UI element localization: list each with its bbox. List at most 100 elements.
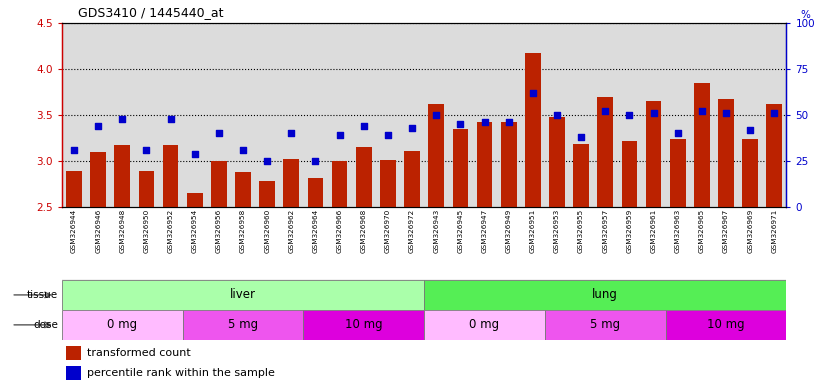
Point xyxy=(236,147,249,153)
Point xyxy=(116,116,129,122)
Text: 5 mg: 5 mg xyxy=(228,318,258,331)
Bar xyxy=(549,117,565,207)
Text: GSM326960: GSM326960 xyxy=(264,209,270,253)
Text: GSM326958: GSM326958 xyxy=(240,209,246,253)
Text: GSM326971: GSM326971 xyxy=(771,209,777,253)
Bar xyxy=(501,122,516,207)
Bar xyxy=(404,151,420,207)
Bar xyxy=(163,146,178,207)
Text: 10 mg: 10 mg xyxy=(707,318,745,331)
Point xyxy=(92,123,105,129)
Text: GSM326962: GSM326962 xyxy=(288,209,294,253)
Point xyxy=(575,134,588,140)
Point xyxy=(502,119,515,126)
Point xyxy=(309,158,322,164)
Text: transformed count: transformed count xyxy=(87,348,191,358)
Text: GSM326956: GSM326956 xyxy=(216,209,222,253)
Bar xyxy=(139,171,154,207)
Text: GSM326966: GSM326966 xyxy=(337,209,343,253)
Bar xyxy=(303,310,425,340)
Text: GSM326946: GSM326946 xyxy=(95,209,101,253)
Bar xyxy=(356,147,372,207)
Point xyxy=(671,130,684,136)
Bar xyxy=(718,99,733,207)
Text: GDS3410 / 1445440_at: GDS3410 / 1445440_at xyxy=(78,6,224,19)
Bar xyxy=(573,144,589,207)
Point xyxy=(382,132,395,138)
Bar xyxy=(545,310,666,340)
Bar xyxy=(259,181,275,207)
Bar xyxy=(646,101,662,207)
Bar xyxy=(62,280,425,310)
Text: 0 mg: 0 mg xyxy=(469,318,500,331)
Bar xyxy=(767,104,782,207)
Text: GSM326963: GSM326963 xyxy=(675,209,681,253)
Text: GSM326953: GSM326953 xyxy=(554,209,560,253)
Bar xyxy=(66,171,82,207)
Bar xyxy=(307,177,323,207)
Text: GSM326959: GSM326959 xyxy=(626,209,633,253)
Text: GSM326944: GSM326944 xyxy=(71,209,77,253)
Text: percentile rank within the sample: percentile rank within the sample xyxy=(87,368,274,378)
Bar xyxy=(115,146,131,207)
Point xyxy=(743,127,757,133)
Bar xyxy=(694,83,710,207)
Point xyxy=(68,147,81,153)
Bar xyxy=(283,159,299,207)
Point xyxy=(526,90,539,96)
Bar xyxy=(597,97,613,207)
Text: GSM326955: GSM326955 xyxy=(578,209,584,253)
Point xyxy=(140,147,153,153)
Text: GSM326967: GSM326967 xyxy=(723,209,729,253)
Bar xyxy=(429,104,444,207)
Point xyxy=(599,108,612,114)
Point xyxy=(260,158,273,164)
Text: GSM326961: GSM326961 xyxy=(651,209,657,253)
Text: tissue: tissue xyxy=(26,290,58,300)
Bar xyxy=(380,160,396,207)
Point xyxy=(623,112,636,118)
Bar xyxy=(425,280,786,310)
Text: 10 mg: 10 mg xyxy=(345,318,382,331)
Text: GSM326950: GSM326950 xyxy=(144,209,150,253)
Point xyxy=(285,130,298,136)
Bar xyxy=(525,53,541,207)
Text: GSM326964: GSM326964 xyxy=(312,209,319,253)
Bar xyxy=(453,129,468,207)
Bar xyxy=(183,310,303,340)
Bar xyxy=(235,172,251,207)
Text: GSM326954: GSM326954 xyxy=(192,209,197,253)
Point xyxy=(406,125,419,131)
Text: 0 mg: 0 mg xyxy=(107,318,137,331)
Point xyxy=(550,112,563,118)
Bar xyxy=(211,161,227,207)
Bar xyxy=(666,310,786,340)
Point xyxy=(164,116,178,122)
Text: GSM326965: GSM326965 xyxy=(699,209,705,253)
Text: liver: liver xyxy=(230,288,256,301)
Point xyxy=(767,110,781,116)
Point xyxy=(453,121,467,127)
Bar xyxy=(332,161,348,207)
Point xyxy=(719,110,733,116)
Point xyxy=(333,132,346,138)
Point xyxy=(695,108,709,114)
Bar xyxy=(90,152,106,207)
Point xyxy=(212,130,225,136)
Text: GSM326952: GSM326952 xyxy=(168,209,173,253)
Bar xyxy=(425,310,545,340)
Point xyxy=(478,119,491,126)
Bar xyxy=(66,346,81,360)
Bar xyxy=(670,139,686,207)
Bar xyxy=(187,193,202,207)
Text: GSM326943: GSM326943 xyxy=(433,209,439,253)
Text: GSM326947: GSM326947 xyxy=(482,209,487,253)
Text: dose: dose xyxy=(33,320,58,330)
Text: GSM326951: GSM326951 xyxy=(529,209,536,253)
Text: %: % xyxy=(800,10,810,20)
Text: GSM326948: GSM326948 xyxy=(119,209,126,253)
Bar xyxy=(477,122,492,207)
Text: GSM326945: GSM326945 xyxy=(458,209,463,253)
Bar xyxy=(66,366,81,379)
Text: GSM326972: GSM326972 xyxy=(409,209,415,253)
